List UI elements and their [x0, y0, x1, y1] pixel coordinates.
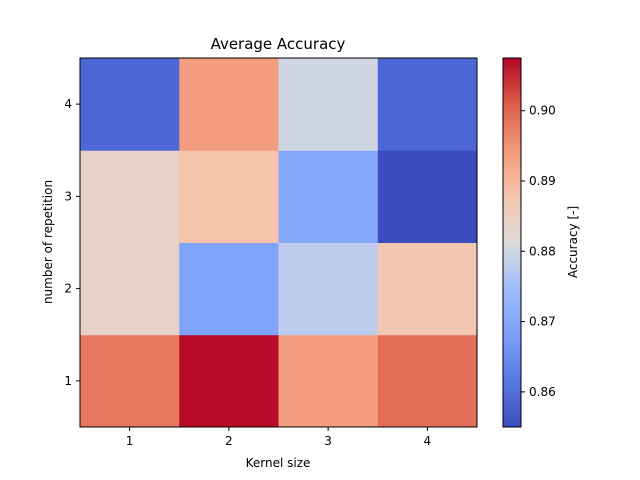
colorbar-tick-label: 0.90	[529, 104, 556, 118]
x-tick-label: 4	[424, 434, 432, 448]
plot-frame	[79, 57, 478, 428]
heatmap-cell-r1-c3	[278, 334, 379, 428]
heatmap-cell-r2-c4	[377, 242, 478, 336]
colorbar-ticks: 0.86 0.87 0.88 0.89 0.90	[521, 104, 556, 399]
colorbar-tick-label: 0.88	[529, 244, 556, 258]
y-tick-label: 2	[64, 282, 72, 296]
x-tick-label: 1	[126, 434, 134, 448]
x-axis-label: Kernel size	[246, 456, 311, 470]
heatmap-cell-r1-c2	[179, 334, 279, 428]
x-axis-ticks: 1 2 3 4	[126, 427, 431, 448]
heatmap-cell-r3-c4	[377, 150, 478, 243]
heatmap-cell-r3-c2	[179, 150, 279, 243]
heatmap-cell-r2-c3	[278, 242, 379, 336]
y-tick-label: 1	[64, 374, 72, 388]
heatmap-cell-r4-c3	[278, 58, 379, 151]
colorbar-tick-label: 0.89	[529, 174, 556, 188]
colorbar	[502, 57, 522, 428]
colorbar-tick-label: 0.86	[529, 385, 556, 399]
x-tick-label: 3	[324, 434, 332, 448]
y-tick-label: 4	[64, 97, 72, 111]
colorbar-tick-label: 0.87	[529, 315, 556, 329]
heatmap-cell-r3-c3	[278, 150, 379, 243]
heatmap-cell-r2-c1	[80, 242, 180, 336]
heatmap-cell-r3-c1	[80, 150, 180, 243]
x-tick-label: 2	[225, 434, 233, 448]
chart-title: Average Accuracy	[211, 35, 346, 53]
heatmap-cell-r1-c1	[80, 334, 180, 428]
heatmap-cell-r2-c2	[179, 242, 279, 336]
heatmap-cell-r1-c4	[377, 334, 478, 428]
heatmap-cell-r4-c4	[377, 58, 478, 151]
y-axis-label: number of repetition	[41, 180, 55, 304]
colorbar-label: Accuracy [-]	[566, 206, 580, 278]
heatmap-cell-r4-c1	[80, 58, 180, 151]
heatmap-cells	[80, 58, 478, 428]
heatmap-cell-r4-c2	[179, 58, 279, 151]
y-axis-ticks: 1 2 3 4	[64, 97, 80, 388]
y-tick-label: 3	[64, 189, 72, 203]
